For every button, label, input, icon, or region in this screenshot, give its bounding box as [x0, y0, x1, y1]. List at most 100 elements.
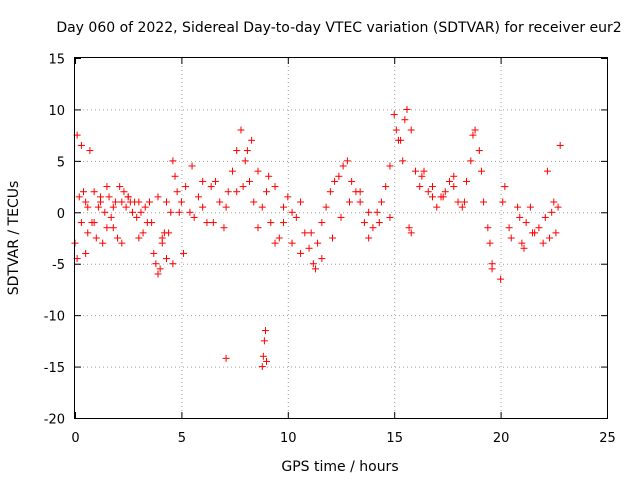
y-tick-label: 15 — [48, 53, 65, 68]
data-point — [365, 234, 373, 242]
data-point — [150, 249, 158, 257]
data-point — [288, 208, 296, 216]
data-point — [224, 188, 232, 196]
y-tick-label: 5 — [57, 155, 65, 170]
data-point — [535, 224, 543, 232]
data-point — [554, 203, 562, 211]
data-point — [94, 203, 102, 211]
data-point — [137, 208, 145, 216]
data-point — [407, 126, 415, 134]
data-point — [243, 147, 251, 155]
data-point — [154, 270, 162, 278]
data-point — [114, 234, 122, 242]
data-point — [280, 219, 288, 227]
data-point — [441, 188, 449, 196]
data-point — [171, 172, 179, 180]
data-point — [259, 352, 267, 360]
data-point — [499, 198, 507, 206]
data-point — [148, 219, 156, 227]
data-point — [199, 177, 207, 185]
y-tick-label: 0 — [57, 207, 65, 222]
data-point — [326, 188, 334, 196]
data-point — [156, 265, 164, 273]
data-point — [405, 224, 413, 232]
data-point — [392, 126, 400, 134]
data-point — [343, 157, 351, 165]
data-point — [446, 177, 454, 185]
data-point — [543, 167, 551, 175]
y-tick-label: 10 — [48, 104, 65, 119]
data-point — [484, 224, 492, 232]
data-point — [239, 183, 247, 191]
data-point — [337, 213, 345, 221]
data-point — [103, 183, 111, 191]
data-point — [128, 208, 136, 216]
data-point — [135, 234, 143, 242]
data-point — [407, 229, 415, 237]
data-point — [122, 203, 130, 211]
data-point — [486, 239, 494, 247]
data-point — [497, 275, 505, 283]
data-point — [280, 203, 288, 211]
data-point — [284, 193, 292, 201]
data-point — [158, 234, 166, 242]
data-point — [169, 260, 177, 268]
data-point — [216, 198, 224, 206]
data-point — [356, 198, 364, 206]
data-point — [477, 167, 485, 175]
data-point — [297, 198, 305, 206]
data-point — [450, 183, 458, 191]
y-tick-labels: -20 -15 -10 -5 0 5 10 15 — [44, 53, 65, 428]
x-axis-label: GPS time / hours — [281, 459, 398, 475]
data-point — [480, 198, 488, 206]
data-point — [550, 198, 558, 206]
data-point — [199, 203, 207, 211]
ticks — [75, 58, 608, 419]
data-point — [458, 203, 466, 211]
data-point — [92, 234, 100, 242]
data-point — [237, 126, 245, 134]
data-point — [167, 208, 175, 216]
y-axis-label: SDTVAR / TECUs — [6, 181, 22, 296]
data-point — [105, 193, 113, 201]
data-point — [220, 224, 228, 232]
data-point — [258, 363, 266, 371]
data-point — [139, 229, 147, 237]
data-point — [271, 239, 279, 247]
data-point — [541, 213, 549, 221]
grid — [75, 58, 607, 418]
data-point — [356, 188, 364, 196]
data-point — [307, 229, 315, 237]
data-point — [80, 188, 88, 196]
data-point — [182, 183, 190, 191]
x-tick-label: 5 — [178, 431, 186, 446]
x-tick-label: 15 — [386, 431, 403, 446]
data-point — [90, 219, 98, 227]
data-point — [165, 229, 173, 237]
data-point — [267, 219, 275, 227]
data-point — [467, 157, 475, 165]
data-point — [526, 203, 534, 211]
data-points — [71, 105, 564, 371]
data-point — [433, 203, 441, 211]
data-point — [522, 219, 530, 227]
data-point — [118, 239, 126, 247]
data-point — [520, 244, 528, 252]
data-point — [314, 239, 322, 247]
data-point — [454, 198, 462, 206]
data-point — [254, 167, 262, 175]
data-point — [248, 136, 256, 144]
data-point — [228, 167, 236, 175]
data-point — [275, 234, 283, 242]
data-point — [152, 260, 160, 268]
data-point — [101, 208, 109, 216]
data-point — [488, 265, 496, 273]
data-point — [505, 224, 513, 232]
data-point — [305, 244, 313, 252]
data-point — [250, 198, 258, 206]
data-point — [190, 213, 198, 221]
data-point — [369, 224, 377, 232]
data-point — [271, 183, 279, 191]
data-point — [403, 105, 411, 113]
data-point — [297, 249, 305, 257]
